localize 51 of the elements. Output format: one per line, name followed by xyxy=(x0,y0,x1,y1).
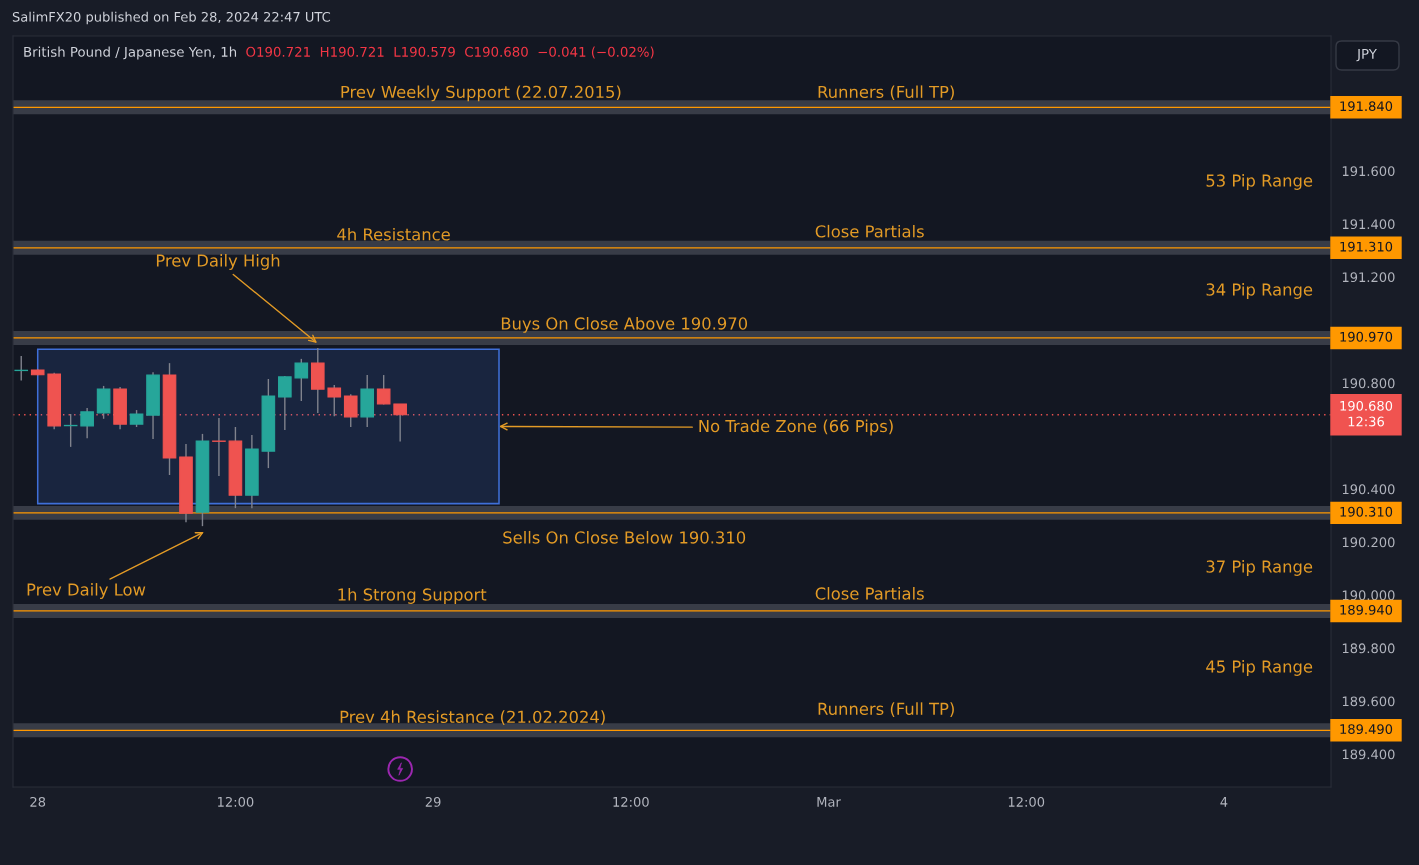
candlestick xyxy=(278,375,292,431)
annotation: Prev Weekly Support (22.07.2015) xyxy=(341,85,621,102)
y-tick-label: 191.400 xyxy=(1342,219,1395,230)
ref-line-label: 191.310 xyxy=(1340,241,1393,252)
x-tick-label: 28 xyxy=(30,796,46,807)
x-tick-label: 12:00 xyxy=(1008,796,1045,807)
ref-line-label: 190.310 xyxy=(1340,506,1393,517)
y-tick-label: 189.400 xyxy=(1342,749,1395,760)
annotation: Runners (Full TP) xyxy=(818,85,954,100)
annotation: Sells On Close Below 190.310 xyxy=(503,530,746,544)
ref-line-label: 189.490 xyxy=(1340,724,1393,735)
candlestick xyxy=(376,374,391,406)
x-tick-label: 29 xyxy=(425,796,441,807)
y-tick-label: 191.200 xyxy=(1342,272,1395,283)
candlestick xyxy=(96,385,111,420)
candlestick xyxy=(212,417,226,477)
candlestick xyxy=(294,358,309,402)
annotation: 34 Pip Range xyxy=(1206,283,1313,299)
y-tick-label: 191.600 xyxy=(1342,166,1395,177)
y-axis-title: JPY xyxy=(1356,48,1377,62)
annotation: 4h Resistance xyxy=(337,227,450,241)
x-tick-label: Mar xyxy=(817,797,841,807)
annotation: 1h Strong Support xyxy=(338,588,487,604)
y-tick-label: 190.400 xyxy=(1342,484,1395,495)
annotation: Close Partials xyxy=(815,224,924,238)
annotation: Buys On Close Above 190.970 xyxy=(501,317,748,333)
x-tick-label: 12:00 xyxy=(613,796,649,807)
text: SalimFX20 published on Feb 28, 2024 22:47 UTC xyxy=(12,11,331,25)
y-tick-label: 190.800 xyxy=(1342,378,1395,389)
candlestick xyxy=(80,407,94,439)
annotation: Prev Daily High xyxy=(156,254,280,270)
ref-line-label: 189.940 xyxy=(1340,604,1393,615)
annotation: Runners (Full TP) xyxy=(818,702,954,717)
ref-line-label: 190.680 12:36 xyxy=(1340,400,1393,427)
y-tick-label: 190.200 xyxy=(1342,537,1395,548)
text: O190.721 H190.721 L190.579 C190.680 −0.041 (−0.02%) xyxy=(246,46,654,59)
annotation: 45 Pip Range xyxy=(1206,660,1313,676)
y-tick-label: 189.800 xyxy=(1342,643,1395,654)
annotation: Prev Daily Low xyxy=(27,583,146,599)
annotation: Close Partials xyxy=(815,587,924,600)
y-tick-label: 190.000 xyxy=(1342,590,1395,601)
text: British Pound / Japanese Yen, 1h xyxy=(24,46,237,60)
y-tick-label: 189.600 xyxy=(1342,696,1395,707)
annotation: 37 Pip Range xyxy=(1206,560,1313,576)
x-tick-label: 4 xyxy=(1220,797,1228,807)
band-label: No Trade Zone (66 Pips) xyxy=(699,419,893,436)
x-tick-label: 12:00 xyxy=(218,796,254,807)
annotation: 53 Pip Range xyxy=(1206,174,1313,190)
annotation: Prev 4h Resistance (21.02.2024) xyxy=(340,710,605,725)
ref-line-label: 190.970 xyxy=(1340,331,1393,342)
ref-line-label: 191.840 xyxy=(1340,101,1393,112)
